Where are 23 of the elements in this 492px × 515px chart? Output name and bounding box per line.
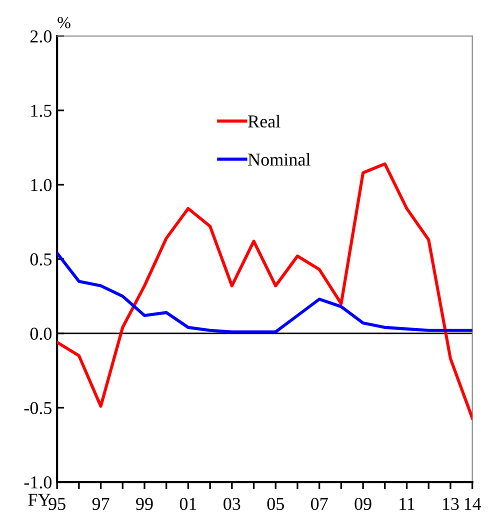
- x-tick-label: 03: [224, 498, 240, 510]
- x-tick-label: 11: [400, 498, 414, 510]
- x-tick-label: 95: [48, 498, 66, 510]
- y-tick-label: 0.5: [30, 253, 52, 266]
- line-series: [57, 252, 472, 334]
- y-axis-title: %: [58, 16, 70, 28]
- y-tick-label: -1.0: [24, 476, 52, 489]
- y-tick-label: 2.0: [30, 30, 52, 43]
- x-axis-title: FY: [28, 494, 50, 506]
- x-tick-label: 09: [354, 498, 372, 510]
- y-tick-label: 1.0: [31, 178, 52, 192]
- legend-label: Real: [248, 114, 280, 128]
- x-tick-label: 97: [92, 498, 110, 510]
- x-tick-label: 07: [310, 498, 328, 510]
- x-tick-label: 01: [180, 498, 196, 510]
- x-tick-label: 99: [136, 498, 153, 510]
- y-tick-label: 0.0: [30, 328, 52, 340]
- x-tick-label: 14: [464, 498, 482, 510]
- y-tick-label: 1.5: [31, 104, 52, 117]
- y-tick-label: -0.5: [24, 402, 52, 414]
- legend-label: Nominal: [248, 153, 310, 166]
- x-tick-label: 05: [267, 498, 284, 510]
- x-tick-label: 13: [443, 498, 459, 510]
